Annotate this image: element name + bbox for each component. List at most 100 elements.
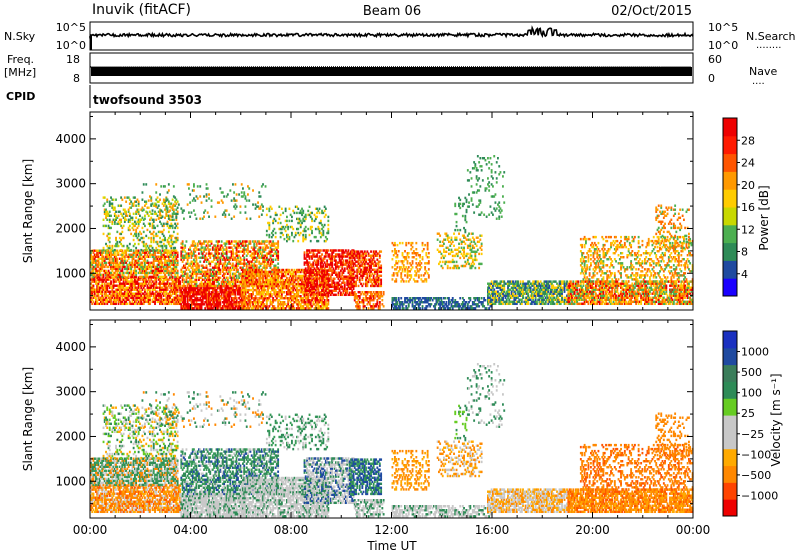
power-cell [95, 290, 97, 293]
power-cell [137, 208, 140, 211]
power-cell [193, 240, 195, 243]
power-cell [116, 278, 119, 281]
power-cell [151, 288, 154, 291]
power-cell [144, 296, 146, 300]
power-cell [152, 284, 155, 287]
power-cell [230, 240, 233, 243]
power-cell [139, 251, 141, 254]
power-cell [122, 302, 125, 306]
power-cell [96, 302, 99, 306]
power-cell [152, 296, 155, 300]
power-cell [160, 300, 163, 304]
power-cell [91, 280, 94, 283]
power-cell [122, 292, 125, 295]
power-cell [100, 253, 102, 257]
power-cell [97, 294, 100, 297]
power-cell [218, 282, 220, 286]
power-cell [92, 284, 95, 287]
nsearch-dots: ........ [756, 40, 781, 51]
power-cell [131, 216, 134, 220]
power-cell [142, 292, 145, 295]
power-cell [174, 288, 177, 291]
power-cell [149, 298, 151, 302]
power-cell [152, 218, 155, 222]
power-cell [170, 302, 173, 306]
power-cell [120, 300, 123, 304]
power-cell [147, 296, 150, 300]
power-cell [142, 286, 145, 289]
power-cell [113, 206, 116, 209]
power-cell [145, 294, 148, 297]
power-cell [108, 298, 111, 302]
power-cell [161, 292, 164, 295]
power-cell [132, 228, 135, 232]
power-cell [101, 278, 104, 281]
power-cell [155, 290, 158, 293]
power-cell [103, 249, 106, 252]
power-cell [225, 268, 228, 272]
power-cell [136, 278, 139, 281]
power-cell [149, 248, 151, 252]
power-cell [144, 284, 146, 287]
power-cell [174, 290, 177, 293]
power-cell [110, 290, 112, 293]
power-cell [90, 282, 92, 285]
power-cell [172, 298, 175, 302]
power-cell [146, 284, 149, 287]
power-cell [110, 294, 112, 297]
power-cell [157, 296, 160, 300]
power-cell [137, 300, 140, 304]
power-cell [118, 282, 121, 285]
power-cell [134, 284, 136, 287]
power-cell [103, 286, 106, 289]
power-cell [219, 268, 222, 272]
power-cell [142, 222, 145, 226]
power-cell [107, 275, 110, 279]
power-cell [149, 300, 151, 304]
power-cell [144, 276, 146, 279]
power-cell [146, 300, 149, 304]
power-cell [136, 294, 139, 297]
power-cell [159, 278, 161, 281]
power-cell [132, 292, 135, 295]
power-cell [102, 286, 105, 289]
power-cell [101, 302, 104, 306]
power-cell [105, 290, 107, 293]
power-cell [112, 298, 115, 302]
power-cell [146, 298, 149, 302]
power-cell [226, 276, 229, 280]
power-cell [172, 296, 175, 300]
power-cell [160, 278, 163, 281]
power-cell [95, 280, 97, 283]
power-cell [144, 278, 146, 281]
power-cell [136, 286, 139, 289]
power-cell [166, 302, 169, 306]
power-cell [102, 280, 105, 283]
power-cell [125, 280, 128, 283]
power-cell [91, 261, 94, 265]
power-cell [122, 224, 125, 228]
power-cell [90, 300, 92, 304]
power-cell [174, 296, 177, 300]
power-cell [91, 284, 94, 287]
power-cell [108, 292, 111, 295]
power-cell [327, 307, 330, 310]
power-cell [90, 251, 92, 254]
power-cell [126, 296, 129, 300]
power-cell [121, 288, 124, 291]
power-cell [91, 288, 94, 291]
power-cell [132, 238, 135, 242]
power-cell [106, 294, 109, 297]
power-cell [169, 300, 171, 304]
power-cell [96, 286, 99, 289]
power-cell [234, 291, 237, 294]
power-cell [177, 280, 180, 283]
power-cell [105, 208, 107, 211]
power-cell [98, 261, 101, 265]
power-cell [122, 284, 125, 287]
power-cell [118, 288, 121, 291]
power-cell [110, 226, 112, 230]
power-cell [165, 290, 168, 293]
power-cell [177, 276, 180, 279]
